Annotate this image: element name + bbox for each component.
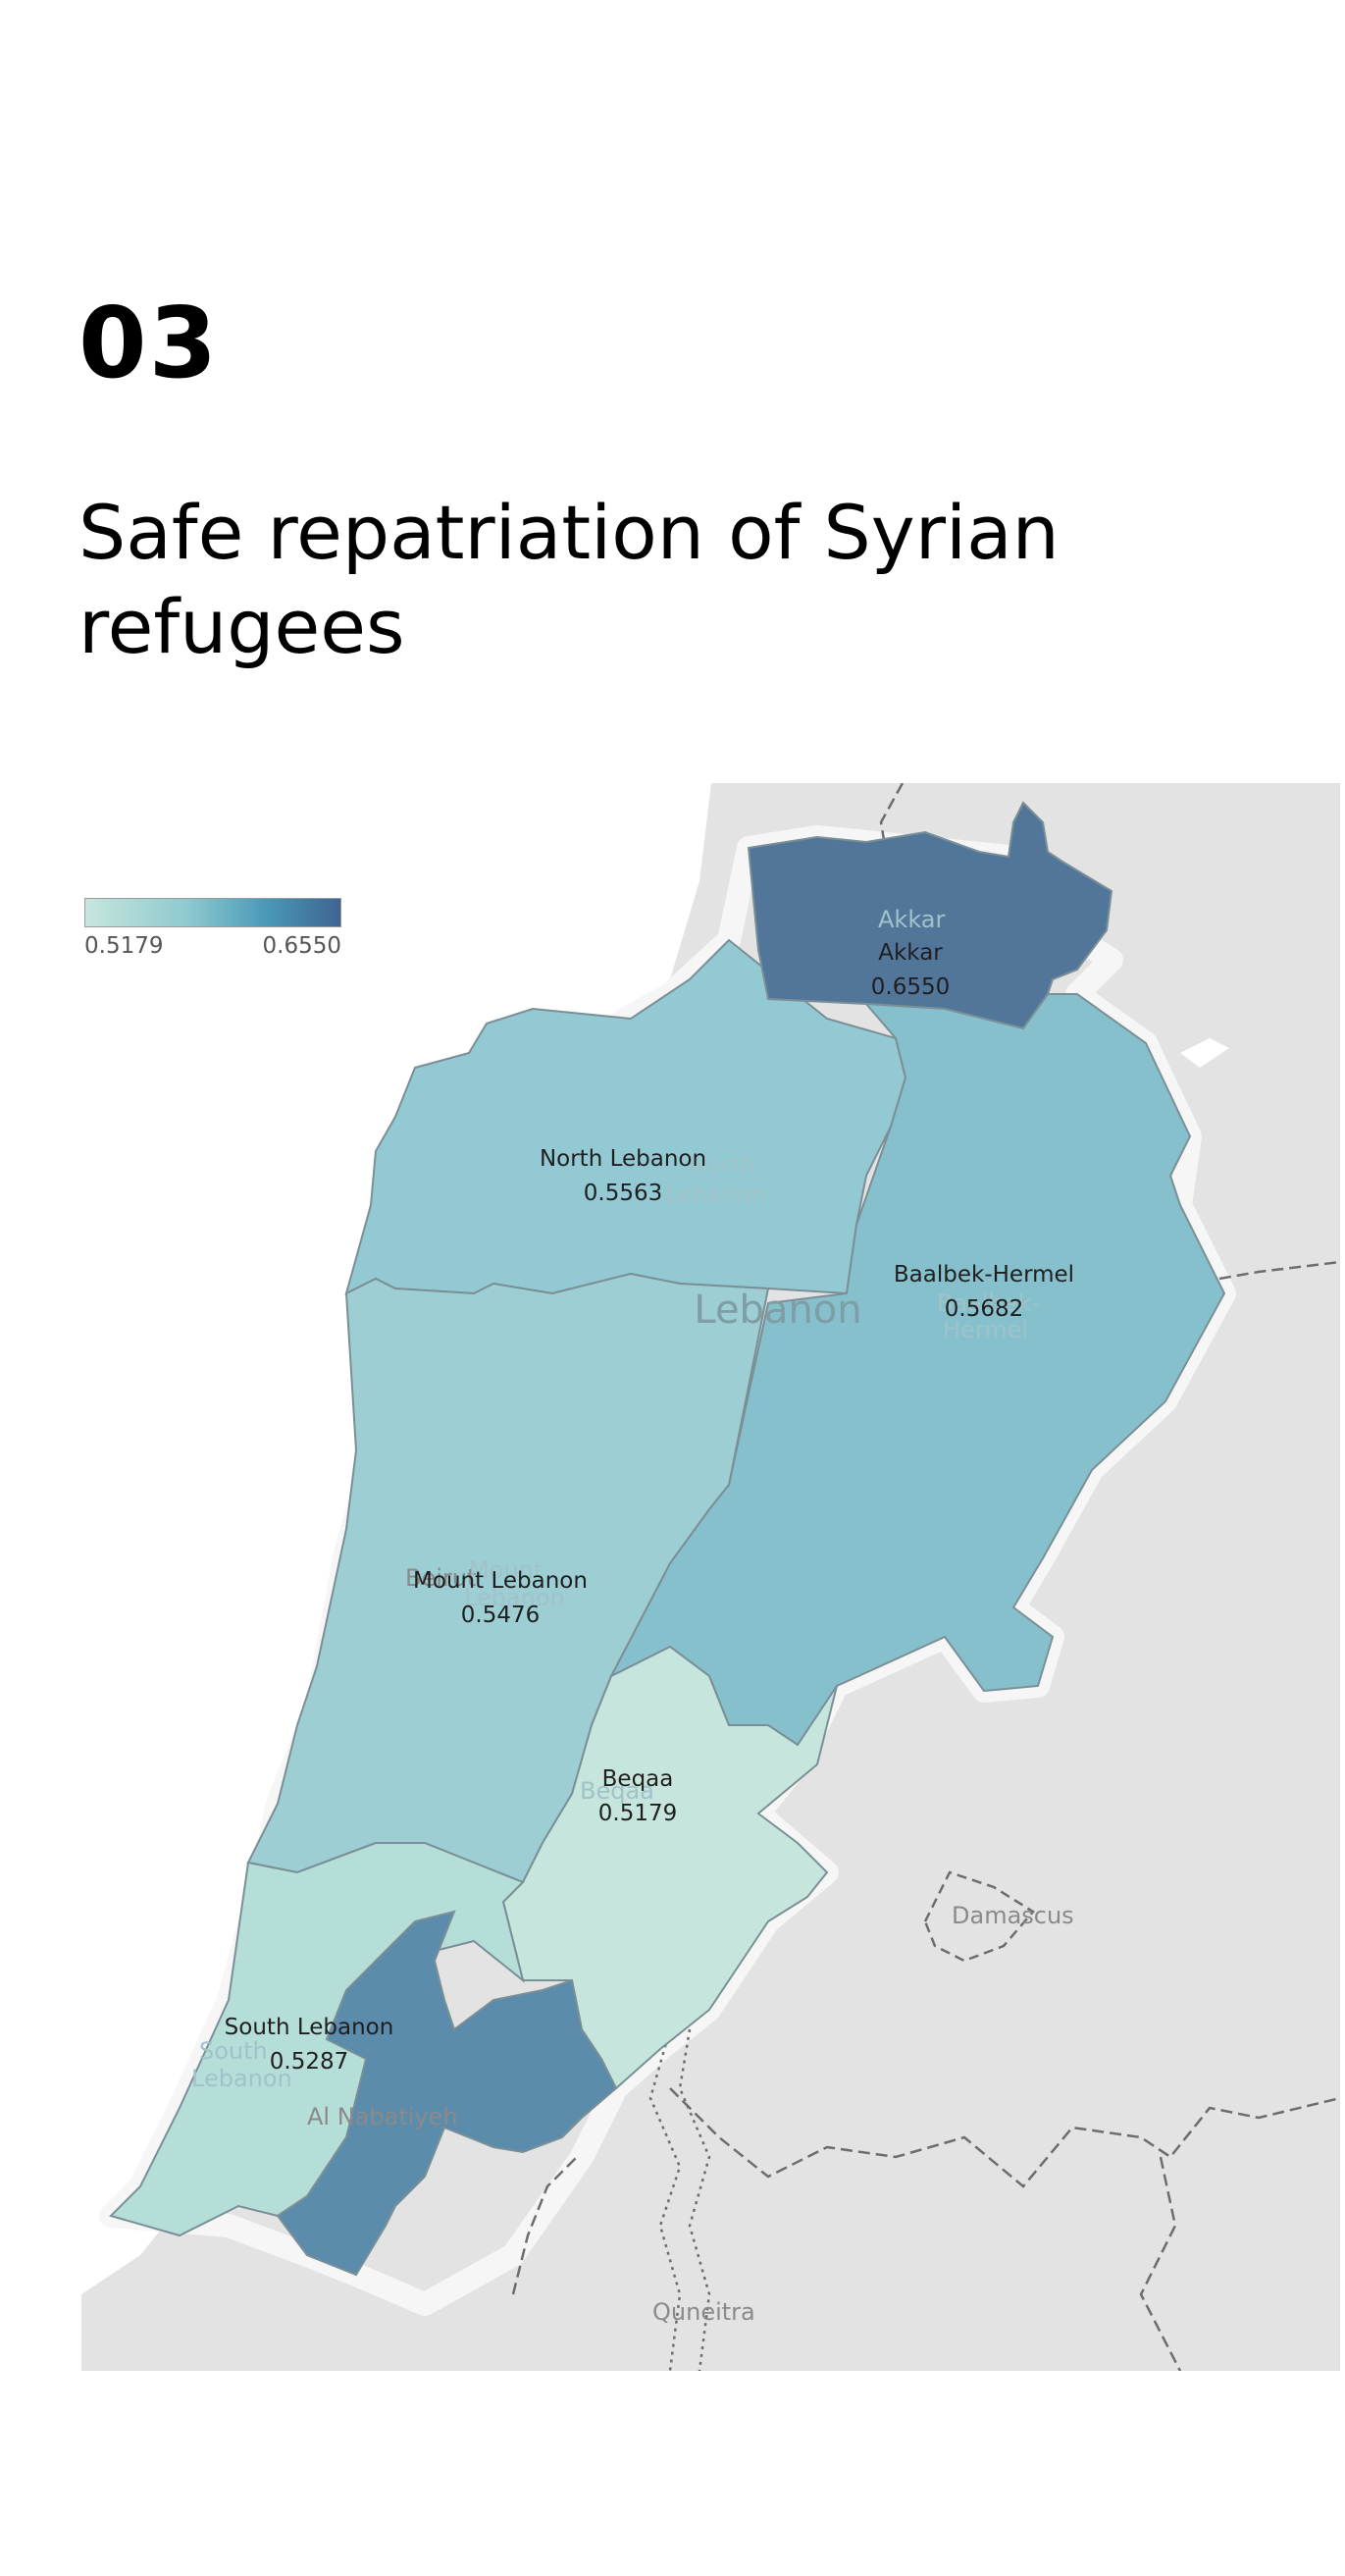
border-line <box>678 2028 711 2371</box>
border-line <box>1139 2156 1182 2371</box>
region-label-mount-lebanon-value: 0.5476 <box>461 1603 540 1628</box>
place-label-al-nabatiyeh: Al Nabatiyeh <box>307 2103 458 2130</box>
ghost-label: North <box>690 1151 755 1179</box>
region-label-north-lebanon-name: North Lebanon <box>540 1146 706 1172</box>
border-line <box>669 2087 1340 2188</box>
ghost-label: Lebanon <box>191 2065 292 2092</box>
lake-shape <box>1180 1038 1229 1068</box>
section-number: 03 <box>78 286 220 400</box>
ghost-label: Beqaa <box>580 1777 654 1805</box>
region-label-mount-lebanon-name: Mount Lebanon <box>413 1568 588 1594</box>
place-label-beirut: Beirut <box>405 1564 476 1592</box>
border-line <box>511 2156 578 2295</box>
legend-gradient-bar <box>84 898 341 927</box>
place-label-quneitra: Quneitra <box>652 2298 755 2326</box>
region-label-beqaa-name: Beqaa <box>602 1766 674 1792</box>
ghost-label: Lebanon <box>665 1181 766 1208</box>
ghost-label: Akkar <box>878 906 946 933</box>
border-line <box>1218 1260 1340 1281</box>
country-label: Lebanon <box>694 1288 861 1333</box>
choropleth-map[interactable]: Lebanon Beirut Damascus Quneitra Al Naba… <box>81 783 1340 2371</box>
ghost-label: Hermel <box>943 1316 1028 1343</box>
ghost-label: Lebanon <box>464 1584 565 1611</box>
section-title: Safe repatriation of Syrian refugees <box>78 489 1060 670</box>
region-label-north-lebanon-value: 0.5563 <box>584 1181 662 1206</box>
region-baalbek[interactable] <box>608 993 1226 1747</box>
region-al-nabatiyeh[interactable] <box>276 1910 618 2277</box>
color-legend: 0.5179 0.6550 <box>84 898 341 959</box>
region-label-south-lebanon-name: South Lebanon <box>225 2015 394 2040</box>
ghost-label: Mount <box>469 1556 543 1584</box>
region-label-baalbek-name: Baalbek-Hermel <box>894 1262 1074 1288</box>
legend-max-label: 0.6550 <box>262 933 341 959</box>
legend-min-label: 0.5179 <box>84 933 164 959</box>
region-label-beqaa-value: 0.5179 <box>598 1801 677 1826</box>
region-label-akkar-value: 0.6550 <box>871 974 950 1000</box>
region-label-akkar-name: Akkar <box>878 940 943 966</box>
map-canvas[interactable]: Lebanon Beirut Damascus Quneitra Al Naba… <box>81 783 1340 2371</box>
ghost-label: Baalbek- <box>937 1289 1040 1317</box>
ghost-label: South <box>199 2037 268 2065</box>
region-label-baalbek-value: 0.5682 <box>945 1296 1023 1322</box>
border-line <box>648 2028 682 2371</box>
place-label-damascus: Damascus <box>952 1902 1074 1929</box>
region-label-south-lebanon-value: 0.5287 <box>270 2049 348 2075</box>
